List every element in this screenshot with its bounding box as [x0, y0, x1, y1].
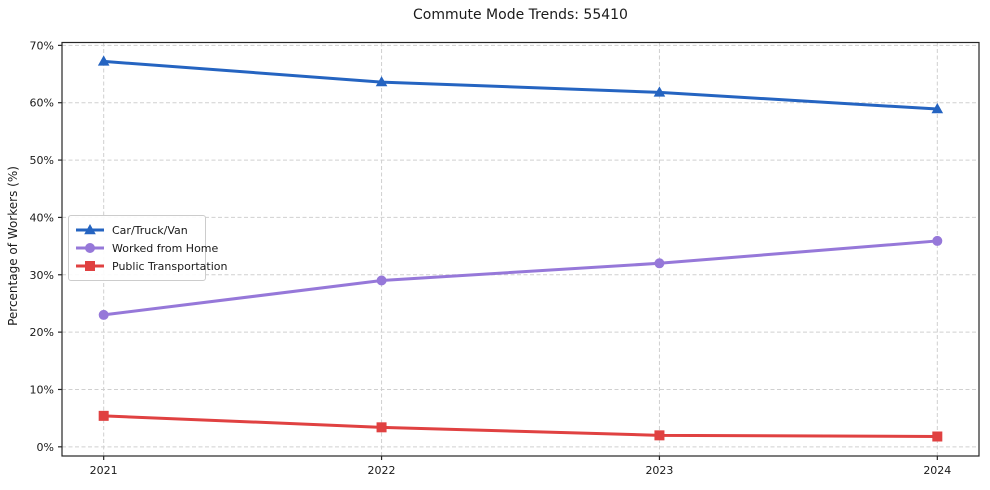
marker-car-truck-van: [931, 103, 944, 114]
line-worked-from-home: [102, 239, 939, 317]
triangle-marker-swatch: [76, 224, 104, 235]
legend-item-worked-from-home: Worked from Home: [75, 239, 218, 257]
line-car-truck-van: [102, 59, 939, 111]
legend-label: Car/Truck/Van: [112, 223, 188, 237]
marker-car-truck-van: [375, 76, 388, 87]
chart-title: Commute Mode Trends: 55410: [413, 7, 628, 23]
y-tick-label: 10%: [30, 383, 54, 396]
x-tick-label: 2021: [90, 464, 118, 477]
legend-item-car-truck-van: Car/Truck/Van: [75, 221, 197, 239]
marker-public-transportation: [98, 410, 109, 421]
marker-public-transportation: [376, 422, 387, 433]
legend-marker-worked-from-home: [85, 243, 95, 253]
circle-marker-swatch: [76, 243, 104, 253]
marker-public-transportation: [932, 431, 943, 442]
x-tick-label: 2023: [645, 464, 673, 477]
y-tick-label: 30%: [30, 269, 54, 282]
marker-worked-from-home: [98, 309, 109, 320]
chart-legend: Car/Truck/Van Worked from Home Public Tran…: [68, 215, 227, 281]
y-tick-label: 50%: [30, 154, 54, 167]
marker-public-transportation: [654, 430, 665, 441]
y-tick-label: 0%: [37, 441, 54, 454]
y-tick-label: 40%: [30, 211, 54, 224]
y-tick-label: 70%: [30, 39, 54, 52]
x-tick-label: 2022: [368, 464, 396, 477]
marker-worked-from-home: [932, 235, 943, 246]
legend-marker-car-truck-van: [84, 224, 96, 235]
marker-worked-from-home: [654, 258, 665, 269]
marker-car-truck-van: [653, 86, 666, 97]
x-tick-label: 2024: [923, 464, 951, 477]
legend-marker-public-transportation: [85, 261, 95, 271]
marker-car-truck-van: [97, 55, 110, 66]
square-marker-swatch: [76, 261, 104, 271]
marker-worked-from-home: [376, 275, 387, 286]
y-tick-label: 20%: [30, 326, 54, 339]
axes-spines: [61, 41, 980, 457]
legend-label: Worked from Home: [112, 241, 219, 255]
legend-item-public-transportation: Public Transportation: [75, 257, 227, 275]
line-public-transportation: [102, 414, 939, 439]
y-tick-label: 60%: [30, 97, 54, 110]
legend-label: Public Transportation: [112, 259, 228, 273]
